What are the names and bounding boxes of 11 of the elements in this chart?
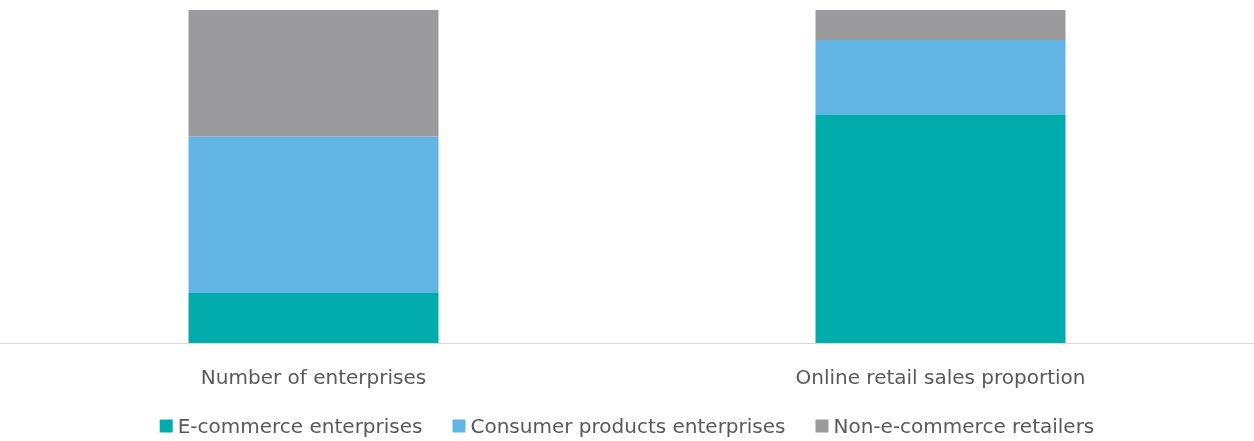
x-tick-label: Online retail sales proportion — [795, 365, 1086, 389]
legend-label: E-commerce enterprises — [177, 414, 423, 438]
bar — [188, 293, 439, 343]
bar — [815, 114, 1066, 343]
bar — [815, 10, 1066, 40]
bar — [188, 136, 439, 294]
x-tick-label: Number of enterprises — [200, 365, 427, 389]
legend-label: Non-e-commerce retailers — [833, 414, 1095, 438]
bar — [188, 10, 439, 137]
legend-label: Consumer products enterprises — [470, 414, 786, 438]
bar — [815, 39, 1066, 115]
